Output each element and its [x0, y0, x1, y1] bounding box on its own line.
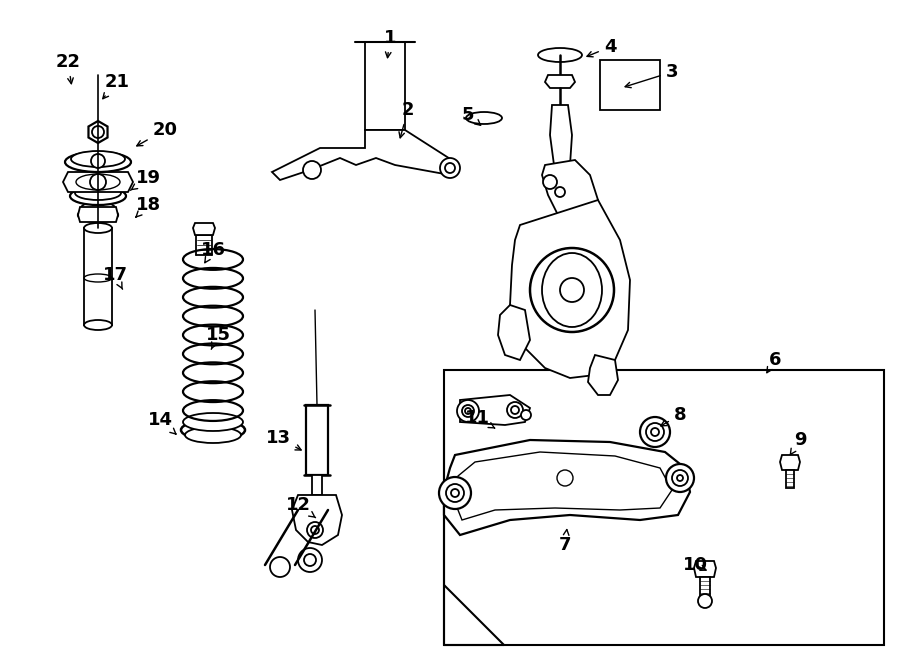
Text: 10: 10	[682, 556, 707, 574]
Text: 8: 8	[661, 406, 687, 426]
Ellipse shape	[181, 420, 245, 440]
Polygon shape	[306, 405, 328, 475]
Polygon shape	[545, 75, 575, 88]
Text: 12: 12	[285, 496, 316, 518]
Ellipse shape	[185, 427, 241, 443]
Ellipse shape	[538, 48, 582, 62]
Circle shape	[91, 154, 105, 168]
Polygon shape	[780, 455, 800, 470]
Text: 4: 4	[587, 38, 617, 57]
Polygon shape	[600, 60, 660, 110]
Polygon shape	[694, 561, 716, 577]
Polygon shape	[460, 395, 530, 425]
Ellipse shape	[542, 253, 602, 327]
Polygon shape	[786, 470, 794, 488]
Text: 18: 18	[135, 196, 160, 217]
Text: 20: 20	[137, 121, 177, 146]
Text: 16: 16	[201, 241, 226, 262]
Polygon shape	[456, 452, 672, 520]
Bar	[444, 370, 884, 645]
Polygon shape	[444, 440, 690, 535]
Circle shape	[555, 187, 565, 197]
Circle shape	[560, 278, 584, 302]
Polygon shape	[550, 105, 572, 180]
Circle shape	[298, 548, 322, 572]
Ellipse shape	[70, 187, 126, 205]
Circle shape	[677, 475, 683, 481]
Polygon shape	[78, 207, 118, 222]
Text: 19: 19	[130, 169, 160, 190]
Polygon shape	[292, 495, 342, 545]
Circle shape	[521, 410, 531, 420]
Circle shape	[651, 428, 659, 436]
Circle shape	[698, 594, 712, 608]
Text: 5: 5	[462, 106, 481, 126]
Ellipse shape	[78, 208, 118, 222]
Circle shape	[90, 174, 106, 190]
Text: 15: 15	[205, 326, 230, 349]
Text: 11: 11	[464, 409, 495, 428]
Circle shape	[440, 158, 460, 178]
Polygon shape	[588, 355, 618, 395]
Circle shape	[511, 406, 519, 414]
Polygon shape	[272, 130, 455, 180]
Text: 13: 13	[266, 429, 302, 450]
Circle shape	[304, 554, 316, 566]
Circle shape	[666, 464, 694, 492]
Ellipse shape	[84, 320, 112, 330]
Ellipse shape	[75, 186, 121, 200]
Polygon shape	[63, 172, 133, 192]
Polygon shape	[498, 305, 530, 360]
Ellipse shape	[65, 152, 131, 172]
Circle shape	[371, 143, 381, 153]
Circle shape	[92, 126, 104, 138]
Text: 3: 3	[626, 63, 679, 88]
Ellipse shape	[84, 223, 112, 233]
Circle shape	[543, 175, 557, 189]
Polygon shape	[542, 160, 598, 235]
Circle shape	[530, 248, 614, 332]
Circle shape	[462, 405, 474, 417]
Circle shape	[672, 470, 688, 486]
Polygon shape	[510, 200, 630, 378]
Circle shape	[557, 470, 573, 486]
Circle shape	[451, 489, 459, 497]
Ellipse shape	[466, 112, 502, 124]
Circle shape	[646, 423, 664, 441]
Polygon shape	[193, 223, 215, 235]
Polygon shape	[700, 577, 710, 597]
Circle shape	[640, 417, 670, 447]
Ellipse shape	[71, 151, 125, 167]
Circle shape	[465, 408, 471, 414]
Text: 17: 17	[103, 266, 128, 290]
Circle shape	[457, 400, 479, 422]
Circle shape	[439, 477, 471, 509]
Circle shape	[270, 557, 290, 577]
Circle shape	[445, 163, 455, 173]
Polygon shape	[365, 42, 405, 130]
Circle shape	[311, 526, 319, 534]
Ellipse shape	[81, 202, 115, 214]
Circle shape	[303, 161, 321, 179]
Circle shape	[446, 484, 464, 502]
Text: 7: 7	[559, 529, 572, 554]
Circle shape	[507, 402, 523, 418]
Text: 9: 9	[790, 431, 806, 455]
Polygon shape	[312, 475, 322, 495]
Circle shape	[366, 138, 386, 158]
Text: 1: 1	[383, 29, 396, 58]
Circle shape	[307, 522, 323, 538]
Polygon shape	[88, 121, 107, 143]
Ellipse shape	[183, 413, 243, 431]
Text: 21: 21	[103, 73, 130, 98]
Polygon shape	[84, 228, 112, 325]
Text: 14: 14	[148, 411, 176, 434]
Text: 6: 6	[767, 351, 781, 373]
Text: 2: 2	[399, 101, 414, 138]
Text: 22: 22	[56, 53, 80, 84]
